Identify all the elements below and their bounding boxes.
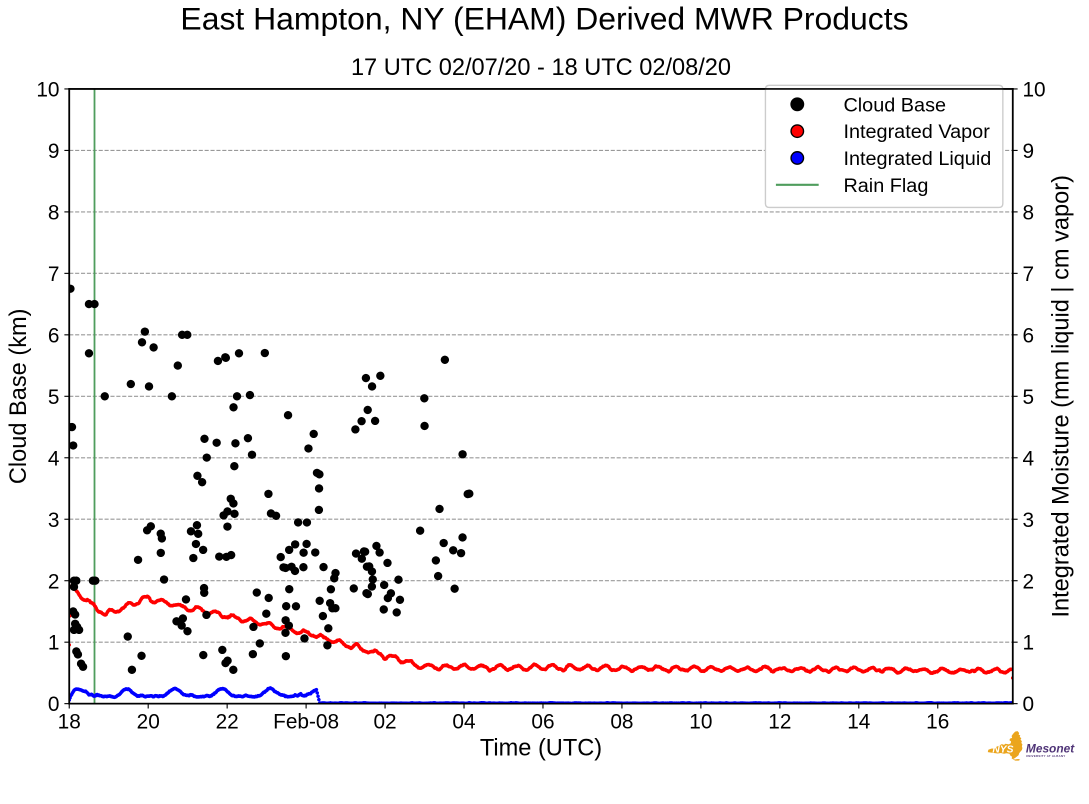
svg-text:0: 0 xyxy=(48,693,60,716)
svg-text:02: 02 xyxy=(373,710,396,733)
svg-text:04: 04 xyxy=(452,710,475,733)
svg-text:2: 2 xyxy=(48,570,60,593)
svg-text:4: 4 xyxy=(1022,447,1034,470)
svg-text:Integrated Vapor: Integrated Vapor xyxy=(843,121,990,143)
svg-text:7: 7 xyxy=(1022,263,1034,286)
svg-text:Integrated Moisture (mm liquid: Integrated Moisture (mm liquid | cm vapo… xyxy=(1047,175,1073,617)
svg-text:10: 10 xyxy=(1022,79,1045,102)
svg-text:6: 6 xyxy=(48,324,60,347)
svg-text:3: 3 xyxy=(1022,509,1034,532)
svg-text:Cloud Base (km): Cloud Base (km) xyxy=(5,309,31,485)
svg-text:7: 7 xyxy=(48,263,60,286)
svg-text:East Hampton, NY (EHAM) Derive: East Hampton, NY (EHAM) Derived MWR Prod… xyxy=(180,1,908,37)
svg-text:08: 08 xyxy=(610,710,633,733)
svg-text:5: 5 xyxy=(1022,386,1034,409)
svg-text:Time (UTC): Time (UTC) xyxy=(480,734,602,760)
svg-text:22: 22 xyxy=(216,710,239,733)
svg-text:Integrated Liquid: Integrated Liquid xyxy=(843,148,991,170)
svg-text:20: 20 xyxy=(137,710,160,733)
svg-text:2: 2 xyxy=(1022,570,1034,593)
svg-text:UNIVERSITY AT ALBANY: UNIVERSITY AT ALBANY xyxy=(1026,754,1066,758)
svg-text:1: 1 xyxy=(48,632,60,655)
svg-text:10: 10 xyxy=(36,79,59,102)
svg-text:4: 4 xyxy=(48,447,60,470)
svg-text:Cloud Base: Cloud Base xyxy=(843,94,946,116)
svg-text:Feb-08: Feb-08 xyxy=(273,710,339,733)
svg-text:8: 8 xyxy=(48,201,60,224)
svg-text:06: 06 xyxy=(531,710,554,733)
svg-text:9: 9 xyxy=(48,140,60,163)
svg-text:14: 14 xyxy=(847,710,870,733)
svg-text:1: 1 xyxy=(1022,632,1034,655)
svg-text:Rain Flag: Rain Flag xyxy=(843,175,928,197)
svg-text:NYS: NYS xyxy=(992,745,1013,756)
svg-text:6: 6 xyxy=(1022,324,1034,347)
svg-text:0: 0 xyxy=(1022,693,1034,716)
svg-text:8: 8 xyxy=(1022,201,1034,224)
svg-text:12: 12 xyxy=(768,710,791,733)
svg-text:9: 9 xyxy=(1022,140,1034,163)
svg-text:18: 18 xyxy=(58,710,81,733)
svg-text:17 UTC 02/07/20 - 18 UTC 02/08: 17 UTC 02/07/20 - 18 UTC 02/08/20 xyxy=(351,54,731,80)
svg-text:10: 10 xyxy=(689,710,712,733)
svg-text:5: 5 xyxy=(48,386,60,409)
svg-text:3: 3 xyxy=(48,509,60,532)
svg-text:16: 16 xyxy=(926,710,949,733)
